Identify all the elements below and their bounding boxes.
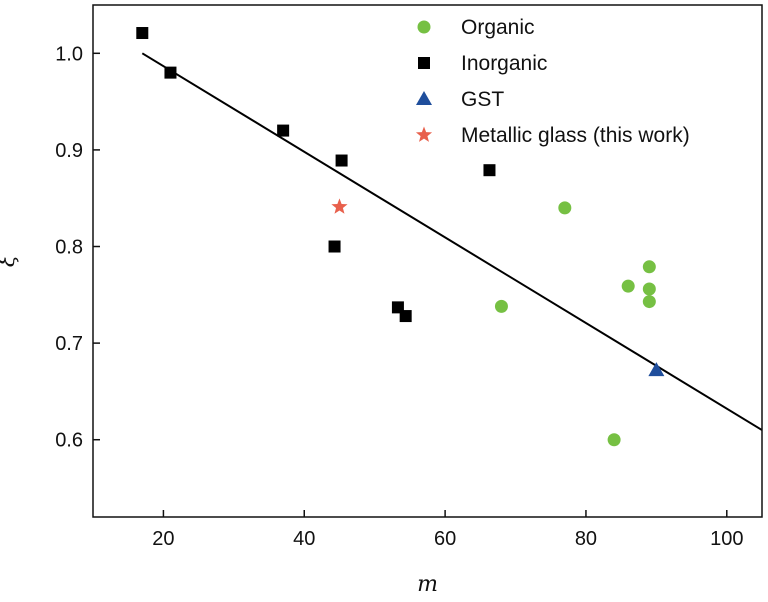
y-tick-label: 0.8 bbox=[55, 237, 83, 259]
legend-label-metallic-glass-this-work: Metallic glass (this work) bbox=[461, 124, 690, 147]
plot-frame bbox=[92, 4, 763, 518]
inorganic-point bbox=[164, 66, 177, 79]
inorganic-point bbox=[277, 124, 290, 137]
legend-marker-metallic-glass-this-work bbox=[415, 126, 433, 142]
legend-marker-organic bbox=[417, 20, 431, 34]
inorganic-point bbox=[136, 27, 149, 40]
gst-point bbox=[648, 362, 665, 377]
organic-point bbox=[607, 433, 621, 447]
x-tick-label: 80 bbox=[575, 528, 597, 550]
fit-line bbox=[141, 52, 763, 431]
organic-point bbox=[642, 260, 656, 274]
legend: Organic Inorganic GST Metallic glass (this … bbox=[415, 16, 690, 147]
inorganic-point bbox=[399, 310, 412, 323]
y-axis-title: ξ bbox=[0, 253, 20, 267]
organic-point bbox=[642, 282, 656, 296]
y-tick-label: 1.0 bbox=[55, 43, 83, 65]
inorganic-point bbox=[483, 164, 496, 177]
x-tick-label: 100 bbox=[710, 528, 743, 550]
inorganic-point bbox=[335, 154, 348, 167]
x-tick-label: 20 bbox=[152, 528, 174, 550]
organic-point bbox=[494, 299, 508, 313]
metallic-glass-this-work-point bbox=[331, 198, 348, 214]
legend-marker-inorganic bbox=[418, 57, 430, 69]
y-tick-label: 0.9 bbox=[55, 140, 83, 162]
legend-marker-gst bbox=[416, 91, 432, 105]
legend-label-gst: GST bbox=[461, 88, 504, 111]
y-tick-label: 0.7 bbox=[55, 333, 83, 355]
y-tick-label: 0.6 bbox=[55, 430, 83, 452]
organic-point bbox=[621, 279, 635, 293]
x-tick-label: 40 bbox=[293, 528, 315, 550]
legend-label-organic: Organic bbox=[461, 16, 535, 39]
organic-point bbox=[558, 201, 572, 215]
axes: 20 40 60 80 100 0.6 0.7 0.8 0.9 1.0 bbox=[55, 4, 763, 550]
x-tick-label: 60 bbox=[434, 528, 456, 550]
legend-label-inorganic: Inorganic bbox=[461, 52, 547, 75]
x-axis-title: m bbox=[417, 572, 438, 597]
plot-area bbox=[136, 27, 763, 447]
inorganic-point bbox=[328, 240, 341, 253]
organic-point bbox=[642, 295, 656, 309]
